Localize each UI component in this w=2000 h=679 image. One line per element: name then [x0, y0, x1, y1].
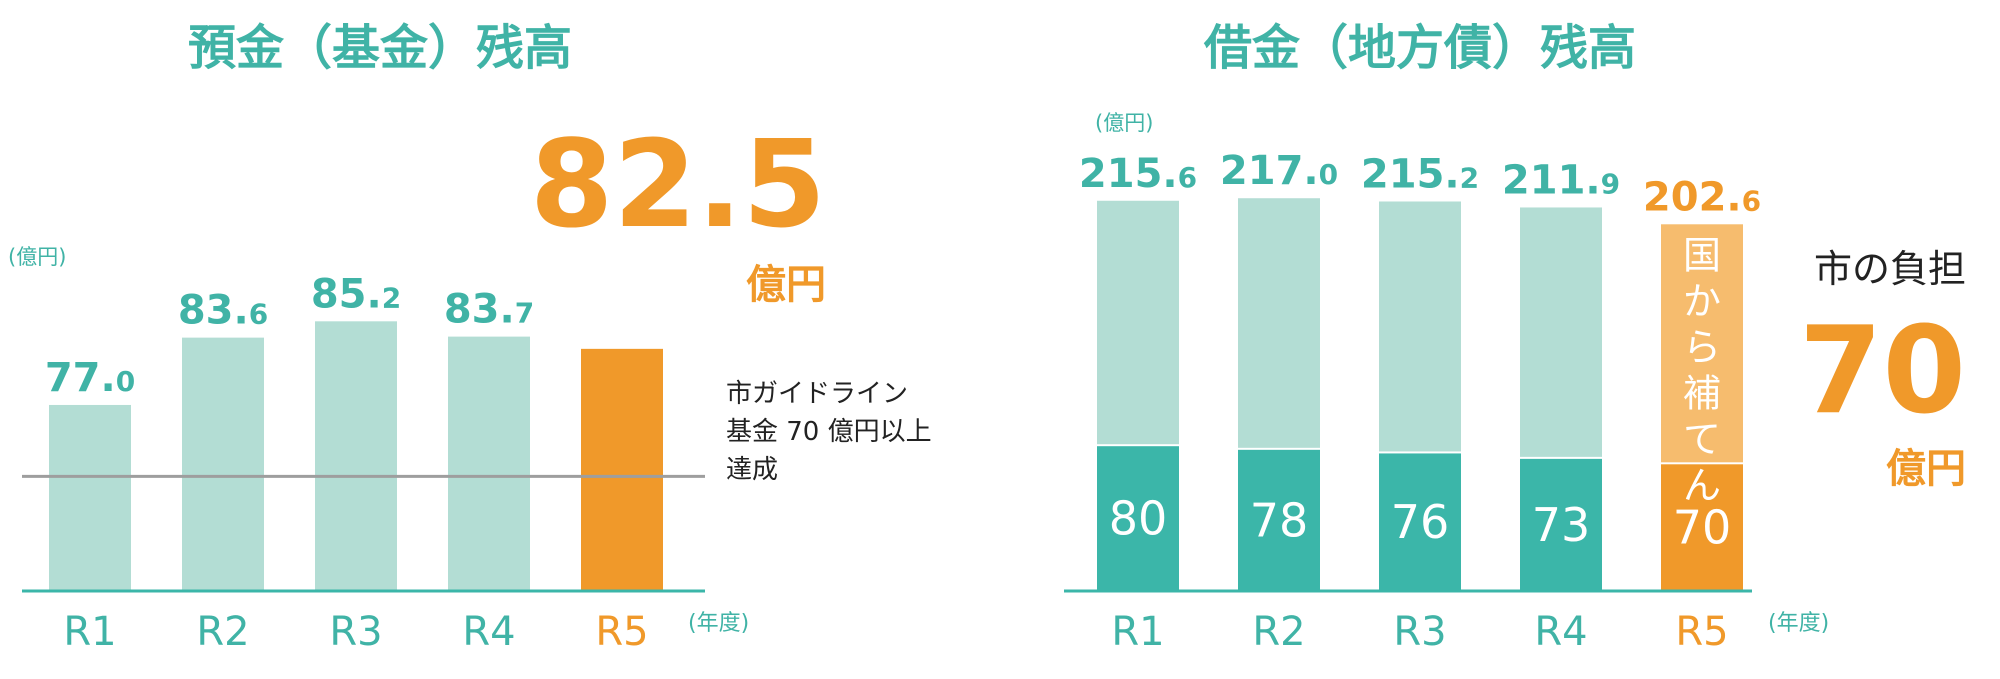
- debt-callout-value: 70: [1799, 302, 1966, 441]
- deposit-balance-chart: 預金（基金）残高 (億円) 77.0 83.6 85.2 83.7 市ガイドライン 基…: [8, 20, 932, 655]
- debt-callout-unit: 億円: [1886, 446, 1966, 492]
- debt-total-label-r4: 211.9: [1502, 157, 1620, 203]
- debt-bar-burden-r3: [1379, 453, 1461, 591]
- deposit-tick-r5: R5: [595, 609, 648, 655]
- debt-bar-subsidy-r4: [1520, 207, 1602, 457]
- deposit-value-label-r4: 83.7: [444, 287, 534, 333]
- debt-value-labels: 80 215.6 78 217.0 76 215.2 73 211.9 70 202.6 国から補て…: [1079, 148, 1761, 554]
- deposit-bar-r4: [448, 336, 530, 591]
- debt-segment-label-r2: 78: [1250, 493, 1309, 547]
- deposit-x-unit-label: (年度): [688, 611, 749, 636]
- deposit-bar-r5: [581, 348, 663, 591]
- deposit-tick-labels: R1 R2 R3 R4 R5: [63, 609, 648, 655]
- deposit-highlight-unit: 億円: [746, 262, 826, 308]
- debt-bar-burden-r1: [1097, 446, 1179, 591]
- debt-total-label-r1: 215.6: [1079, 151, 1197, 197]
- guideline-text-3: 達成: [726, 455, 778, 485]
- deposit-value-labels: 77.0 83.6 85.2 83.7: [45, 271, 534, 401]
- subsidy-label-char: 補: [1683, 371, 1721, 415]
- debt-total-label-r2: 217.0: [1220, 148, 1338, 194]
- deposit-value-label-r1: 77.0: [45, 355, 135, 401]
- deposit-chart-title: 預金（基金）残高: [188, 20, 572, 76]
- debt-bar-subsidy-r1: [1097, 200, 1179, 445]
- debt-x-unit-label: (年度): [1768, 611, 1829, 636]
- debt-bars: [1097, 198, 1743, 591]
- deposit-bar-r2: [182, 337, 264, 591]
- deposit-tick-r4: R4: [462, 609, 515, 655]
- debt-bar-subsidy-r5: [1661, 224, 1743, 463]
- subsidy-label-char: か: [1683, 279, 1721, 323]
- debt-callout-label: 市の負担: [1814, 247, 1966, 291]
- debt-bar-burden-r5: [1661, 464, 1743, 591]
- deposit-highlight-value: 82.5: [530, 116, 826, 255]
- debt-unit-label: (億円): [1095, 111, 1153, 135]
- guideline-text-2: 基金 70 億円以上: [726, 417, 932, 447]
- debt-segment-label-r4: 73: [1532, 498, 1591, 552]
- subsidy-label-char: ら: [1683, 325, 1721, 369]
- deposit-bar-r3: [315, 321, 397, 591]
- debt-tick-r1: R1: [1111, 609, 1164, 655]
- deposit-bar-r1: [49, 404, 131, 591]
- debt-tick-r5: R5: [1675, 609, 1728, 655]
- debt-tick-r3: R3: [1393, 609, 1446, 655]
- debt-segment-label-r5: 70: [1673, 501, 1732, 555]
- debt-segment-label-r1: 80: [1109, 492, 1168, 546]
- subsidy-label-char: て: [1683, 417, 1721, 461]
- debt-tick-r4: R4: [1534, 609, 1587, 655]
- deposit-tick-r2: R2: [196, 609, 249, 655]
- debt-tick-labels: R1 R2 R3 R4 R5: [1111, 609, 1728, 655]
- guideline-text-1: 市ガイドライン: [726, 379, 908, 409]
- deposit-tick-r3: R3: [329, 609, 382, 655]
- debt-segment-label-r3: 76: [1391, 495, 1450, 549]
- subsidy-label-char: ん: [1683, 463, 1721, 507]
- deposit-value-label-r3: 85.2: [311, 271, 401, 317]
- deposit-unit-label: (億円): [8, 245, 66, 269]
- debt-total-label-r5: 202.6: [1643, 174, 1761, 220]
- subsidy-label-char: 国: [1683, 233, 1721, 277]
- debt-total-label-r3: 215.2: [1361, 151, 1479, 197]
- debt-chart-title: 借金（地方債）残高: [1203, 20, 1636, 76]
- debt-bar-burden-r4: [1520, 458, 1602, 591]
- debt-bar-subsidy-r2: [1238, 198, 1320, 448]
- debt-bar-subsidy-r3: [1379, 201, 1461, 452]
- deposit-value-label-r2: 83.6: [178, 288, 268, 334]
- debt-balance-chart: 借金（地方債）残高 (億円) 80 215.6 78 217.0 76 215.2 73 21…: [1064, 20, 1966, 655]
- debt-bar-burden-r2: [1238, 449, 1320, 591]
- deposit-bars: [49, 321, 663, 591]
- deposit-tick-r1: R1: [63, 609, 116, 655]
- debt-tick-r2: R2: [1252, 609, 1305, 655]
